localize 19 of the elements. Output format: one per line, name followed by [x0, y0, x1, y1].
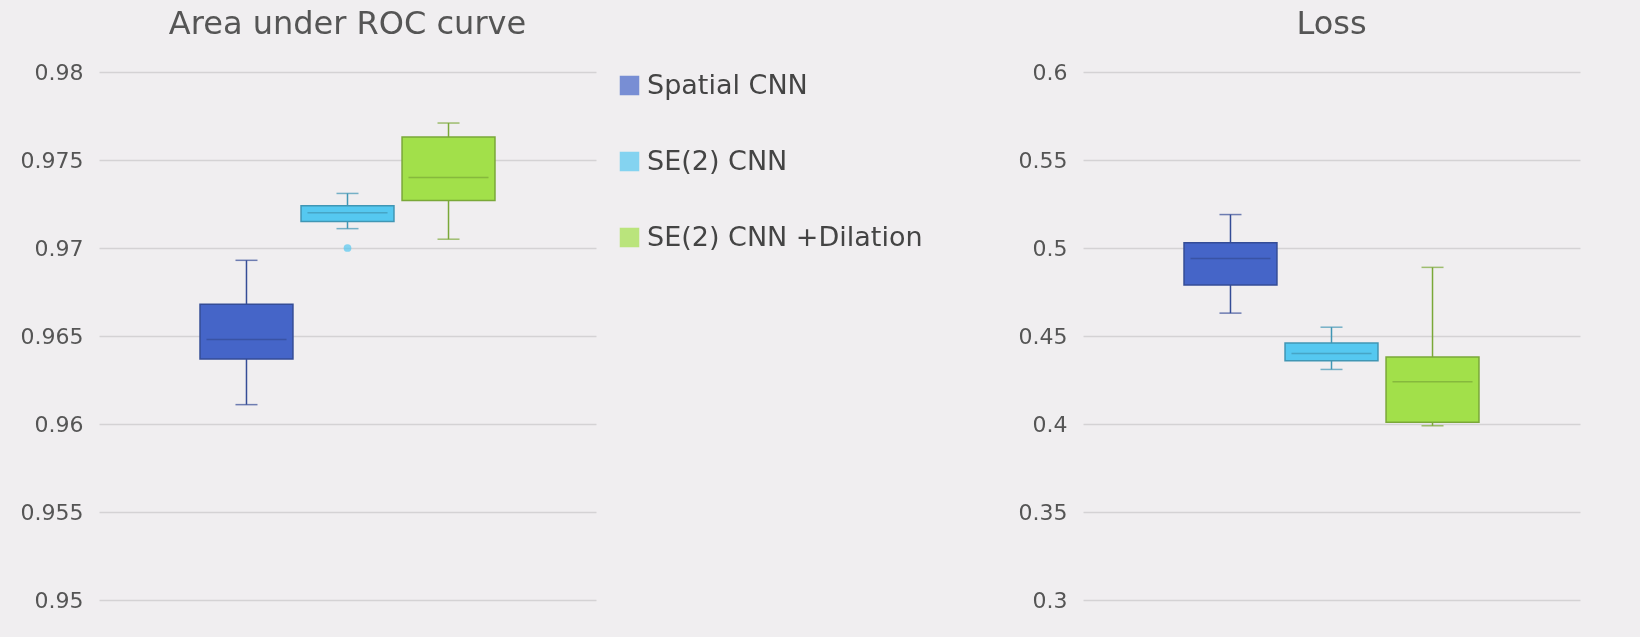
- y-tick-label: 0.975: [20, 147, 84, 173]
- y-tick-label: 0.955: [20, 499, 84, 525]
- y-tick-label: 0.5: [1032, 235, 1068, 261]
- y-tick-label: 0.35: [1018, 499, 1068, 525]
- y-tick-label: 0.97: [34, 235, 84, 261]
- y-tick-label: 0.3: [1032, 587, 1068, 613]
- y-tick-label: 0.98: [34, 59, 84, 85]
- y-tick-label: 0.55: [1018, 147, 1068, 173]
- y-tick-label: 0.6: [1032, 59, 1068, 85]
- legend-label: SE(2) CNN: [647, 144, 788, 176]
- y-tick-label: 0.95: [34, 587, 84, 613]
- y-tick-label: 0.965: [20, 323, 84, 349]
- y-tick-label: 0.45: [1018, 323, 1068, 349]
- legend-label: Spatial CNN: [647, 68, 808, 100]
- chart-title: Area under ROC curve: [168, 4, 527, 42]
- chart-title: Loss: [1296, 4, 1367, 42]
- legend-label: SE(2) CNN +Dilation: [647, 220, 923, 252]
- y-tick-label: 0.4: [1032, 411, 1068, 437]
- y-tick-label: 0.96: [34, 411, 84, 437]
